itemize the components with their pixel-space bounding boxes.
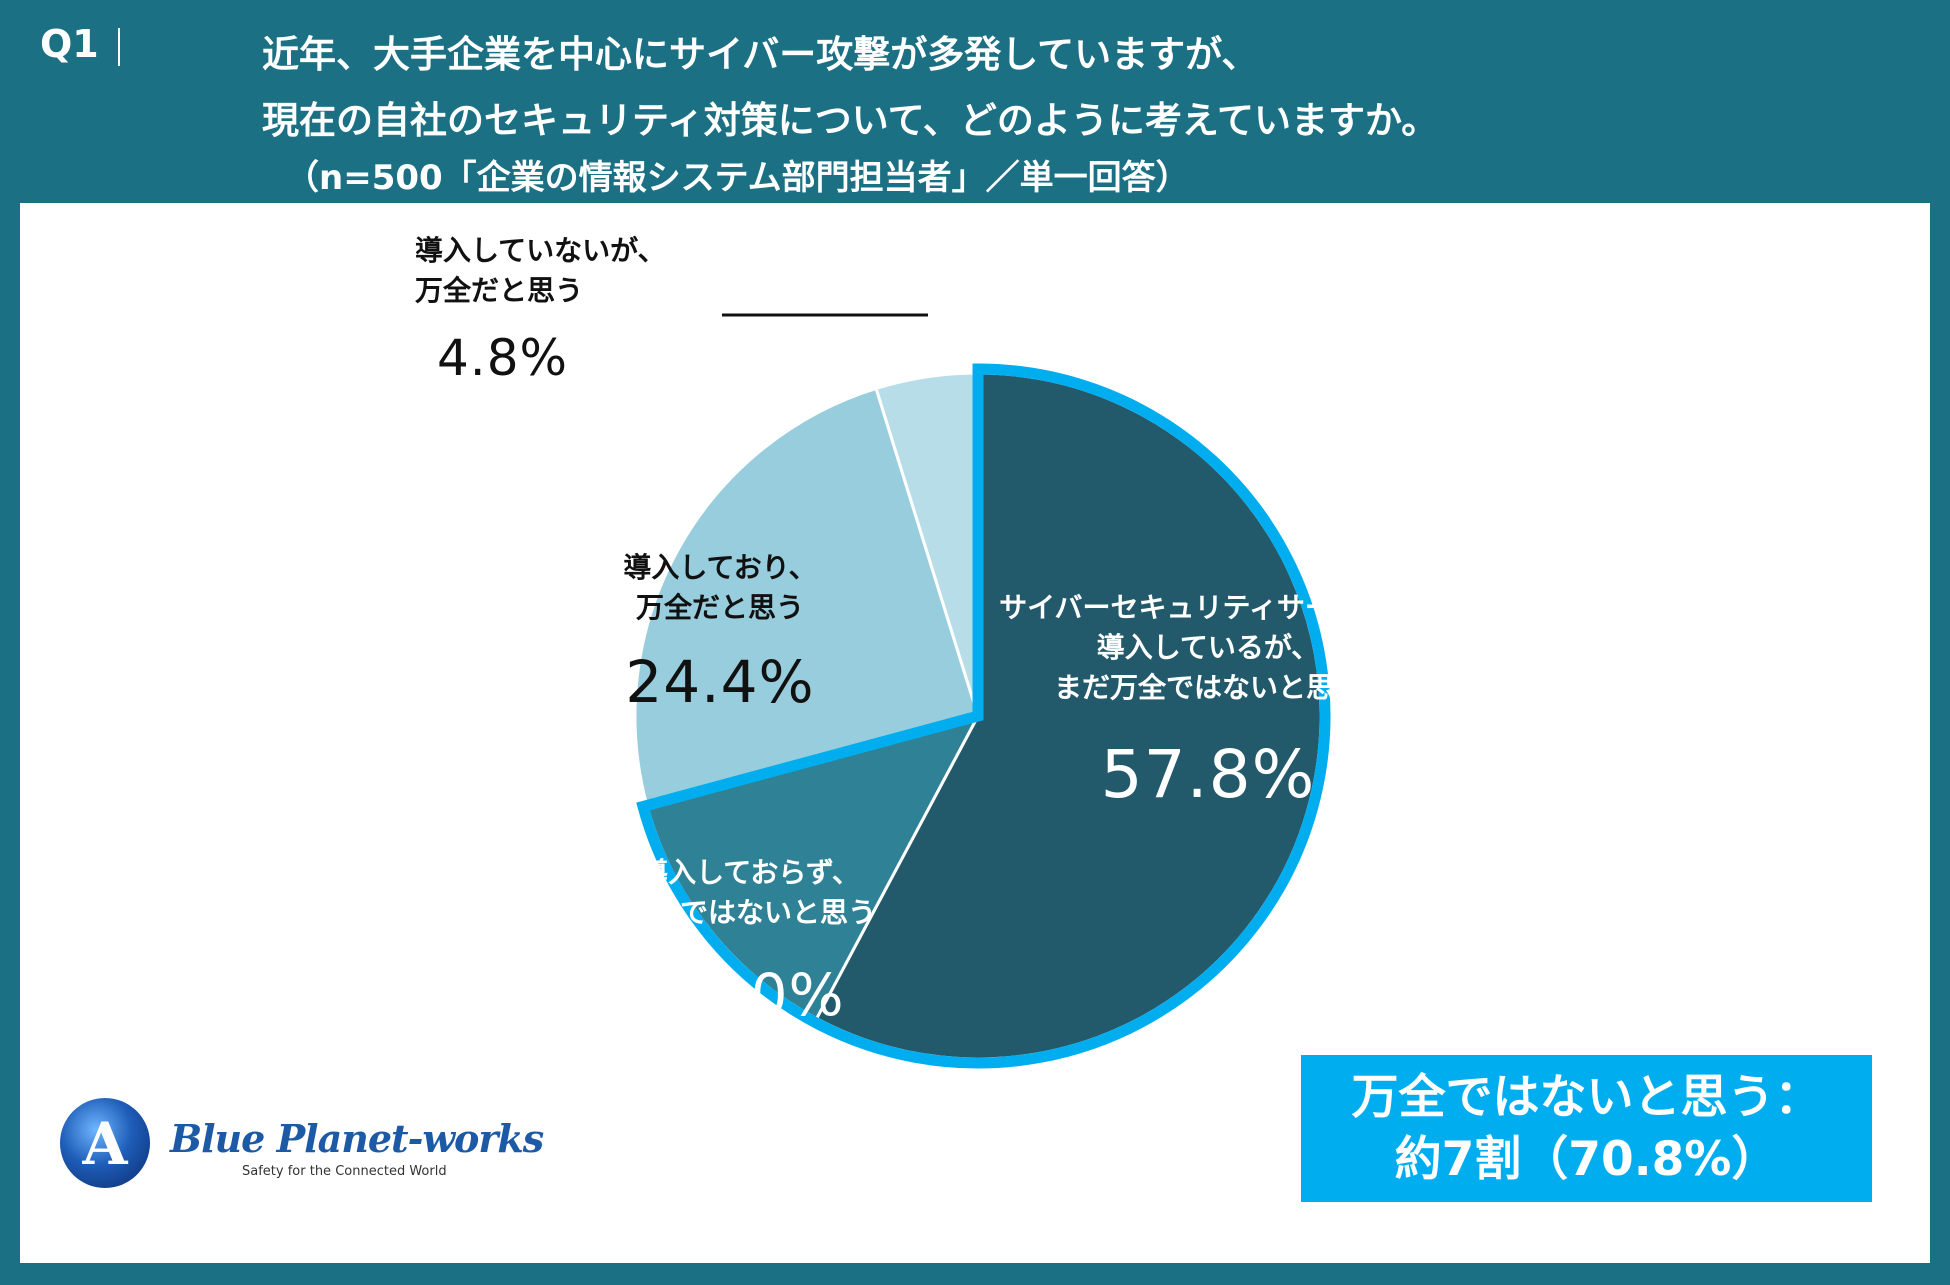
- slice-label-s1-line3: まだ万全ではないと思う: [1053, 671, 1362, 704]
- chart-panel: サイバーセキュリティサービスを 導入しているが、 まだ万全ではないと思う 57.…: [20, 203, 1930, 1263]
- slice-value-s1: 57.8%: [1100, 736, 1316, 813]
- slice-label-s2-line2: 万全ではないと思う: [623, 896, 876, 929]
- slice-label-s3-line1: 導入しており、: [623, 551, 817, 584]
- pie-slice-s3: [633, 386, 980, 808]
- logo-tagline: Safety for the Connected World: [242, 1164, 447, 1179]
- slice-value-s4: 4.8%: [437, 329, 569, 387]
- question-sample-note: （n=500「企業の情報システム部門担当者」／単一回答）: [285, 158, 1190, 198]
- highlight-outline: [636, 363, 1331, 1069]
- slice-label-s4-line1: 導入していないが、: [415, 234, 666, 267]
- slice-label-s1-line2: 導入しているが、: [1096, 631, 1320, 664]
- pie-chart: [633, 313, 1331, 1069]
- slice-label-s1: サイバーセキュリティサービスを 導入しているが、 まだ万全ではないと思う 57.…: [988, 588, 1428, 813]
- summary-callout: 万全ではないと思う： 約7割（70.8%）: [1301, 1055, 1872, 1202]
- slice-label-s3-line2: 万全だと思う: [635, 591, 804, 624]
- slice-value-s3: 24.4%: [625, 648, 815, 716]
- slice-value-s2: 13.0%: [655, 961, 845, 1029]
- slice-label-s4-line2: 万全だと思う: [415, 274, 584, 307]
- question-header: Q1 近年、大手企業を中心にサイバー攻撃が多発していますが、 現在の自社のセキュ…: [0, 0, 1950, 200]
- question-text-line2: 現在の自社のセキュリティ対策について、どのように考えていますか。: [262, 99, 1439, 142]
- slice-label-s3: 導入しており、 万全だと思う 24.4%: [600, 548, 840, 716]
- planet-logo-icon: A: [60, 1098, 150, 1188]
- slice-label-s2-line1: 導入しておらず、: [640, 856, 860, 889]
- question-divider: [118, 28, 120, 66]
- summary-callout-line1: 万全ではないと思う：: [1351, 1070, 1822, 1125]
- slice-label-s1-line1: サイバーセキュリティサービスを: [999, 591, 1417, 624]
- slice-label-s4: 導入していないが、 万全だと思う 4.8%: [415, 231, 685, 387]
- slice-label-s2: 導入しておらず、 万全ではないと思う 13.0%: [610, 853, 890, 1029]
- question-text-line1: 近年、大手企業を中心にサイバー攻撃が多発していますが、: [262, 33, 1259, 76]
- summary-callout-line2: 約7割（70.8%）: [1394, 1132, 1779, 1187]
- question-number: Q1: [40, 22, 99, 66]
- logo-name: Blue Planet-works: [170, 1116, 544, 1161]
